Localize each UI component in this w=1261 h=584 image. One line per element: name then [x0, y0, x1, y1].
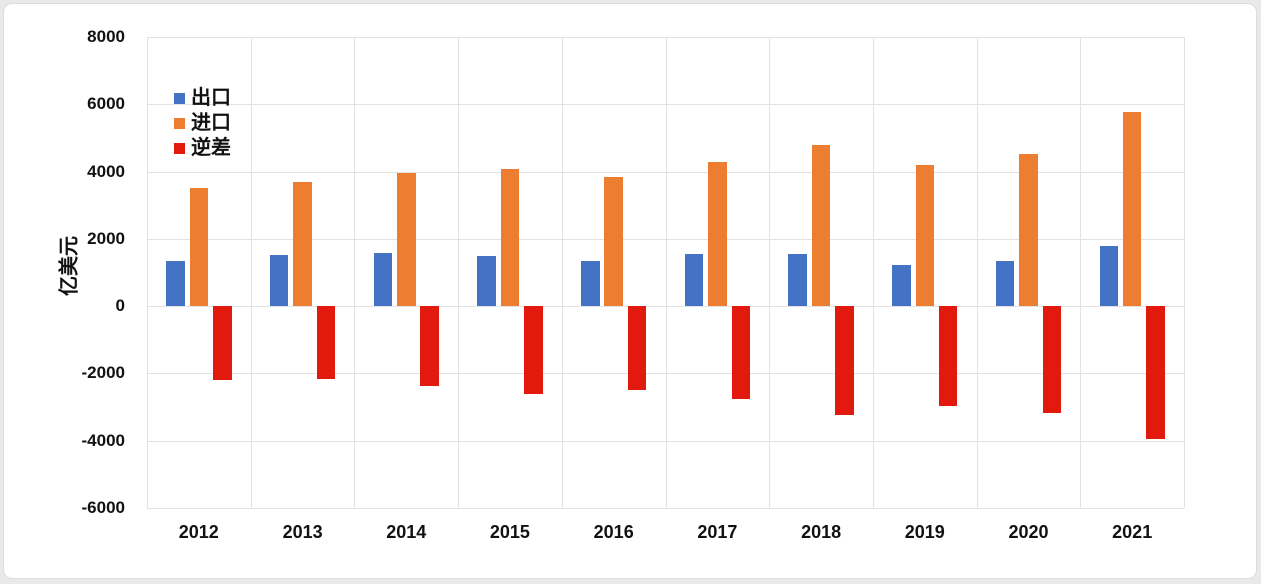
legend-swatch-import [174, 118, 185, 129]
legend-label-export: 出口 [191, 87, 231, 109]
legend-label-deficit: 逆差 [191, 137, 231, 159]
bar-export-2015 [477, 256, 496, 307]
y-tick-label: 4000 [87, 161, 125, 181]
x-tick-label-2017: 2017 [697, 522, 738, 542]
legend-label-import: 进口 [191, 112, 231, 134]
x-tick-label-2019: 2019 [904, 522, 945, 542]
bar-export-2021 [1099, 245, 1118, 307]
bar-import-2016 [604, 176, 623, 307]
bar-export-2016 [581, 260, 600, 307]
legend-item-import: 进口 [174, 111, 231, 136]
x-tick-label-2016: 2016 [593, 522, 634, 542]
bar-export-2013 [269, 254, 289, 307]
gridline-vertical [354, 37, 356, 508]
gridline-horizontal [147, 508, 1184, 509]
bar-import-2014 [397, 172, 416, 307]
y-tick-label: 6000 [87, 94, 125, 114]
bar-deficit-2012 [213, 306, 232, 380]
gridline-vertical [665, 37, 667, 508]
bar-import-2021 [1122, 112, 1142, 307]
x-tick-label-2014: 2014 [386, 522, 427, 542]
bar-import-2012 [189, 187, 209, 307]
bar-import-2019 [915, 165, 934, 307]
y-tick-label: 2000 [87, 228, 125, 248]
bar-deficit-2013 [316, 306, 336, 379]
x-tick-label-2015: 2015 [489, 522, 530, 542]
y-tick-label: -6000 [81, 498, 125, 517]
y-tick-label: -4000 [81, 430, 125, 450]
bar-import-2018 [811, 145, 831, 307]
gridline-vertical [1184, 37, 1185, 508]
bar-deficit-2017 [731, 306, 750, 399]
bar-deficit-2019 [938, 306, 958, 406]
bar-import-2015 [500, 168, 520, 307]
bar-export-2019 [892, 264, 911, 307]
y-tick-label: 0 [115, 296, 125, 316]
bar-export-2020 [995, 260, 1015, 307]
x-tick-label-2018: 2018 [801, 522, 842, 542]
bar-deficit-2014 [420, 306, 439, 386]
legend-item-export: 出口 [174, 86, 231, 111]
legend: 出口 进口 逆差 [174, 86, 231, 161]
plot-area [147, 37, 1185, 509]
bar-deficit-2020 [1042, 306, 1062, 413]
bar-import-2020 [1019, 154, 1038, 307]
gridline-vertical [872, 37, 874, 508]
bar-import-2017 [708, 161, 727, 307]
gridline-vertical [147, 37, 148, 508]
bar-import-2013 [293, 182, 312, 307]
gridline-vertical [561, 37, 563, 508]
gridline-vertical [769, 37, 771, 508]
bar-export-2017 [684, 254, 704, 307]
legend-item-deficit: 逆差 [174, 136, 231, 161]
x-tick-label-2021: 2021 [1112, 522, 1153, 542]
bar-export-2012 [166, 261, 185, 307]
x-tick-label-2020: 2020 [1008, 522, 1049, 542]
x-tick-label-2013: 2013 [282, 522, 323, 542]
y-tick-label: -2000 [81, 363, 125, 383]
bar-deficit-2016 [627, 306, 647, 391]
x-tick-label-2012: 2012 [178, 522, 219, 542]
bar-deficit-2015 [524, 306, 543, 394]
gridline-vertical [458, 37, 460, 508]
bar-export-2018 [788, 254, 807, 307]
legend-swatch-export [174, 93, 185, 104]
legend-swatch-deficit [174, 143, 185, 154]
bar-export-2014 [373, 252, 393, 307]
gridline-vertical [250, 37, 252, 508]
chart-card [3, 3, 1257, 579]
gridline-vertical [1080, 37, 1082, 508]
bar-deficit-2021 [1146, 306, 1165, 440]
y-tick-label: 8000 [87, 27, 125, 46]
bar-deficit-2018 [835, 306, 854, 415]
gridline-vertical [976, 37, 978, 508]
